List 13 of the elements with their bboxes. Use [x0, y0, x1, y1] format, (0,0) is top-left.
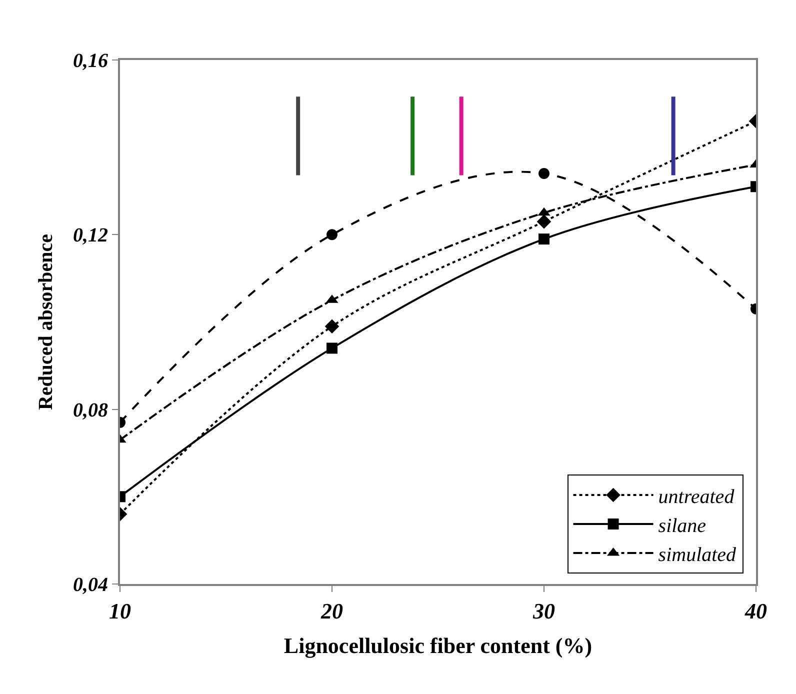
y-tick-label: 0,12	[73, 224, 108, 247]
y-tick-label: 0,08	[73, 399, 108, 422]
x-tick-label: 20	[320, 598, 343, 624]
x-tick-label: 10	[109, 598, 131, 624]
legend-label: simulated	[658, 544, 738, 566]
y-tick-label: 0,16	[73, 50, 108, 72]
x-axis-title: Lignocellulosic fiber content (%)	[284, 632, 592, 658]
y-axis-title: Reduced absorbence	[35, 234, 57, 410]
y-tick-label: 0,04	[73, 574, 108, 596]
legend-label: untreated	[658, 486, 736, 508]
x-tick-label: 40	[744, 598, 767, 624]
legend-label: silane	[658, 514, 706, 537]
x-tick-label: 30	[532, 598, 555, 624]
